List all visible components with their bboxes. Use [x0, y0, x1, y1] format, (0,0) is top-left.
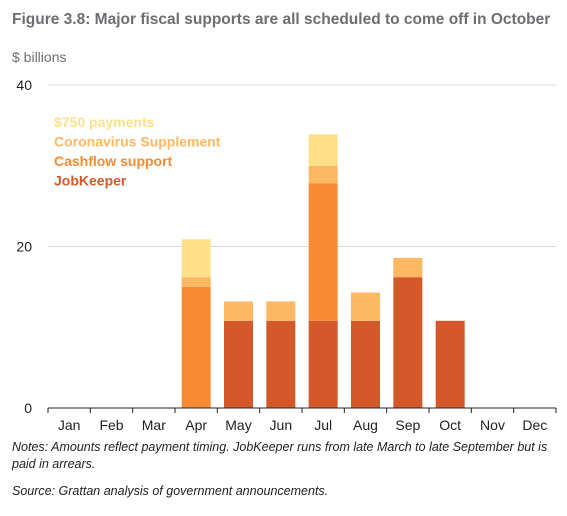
y-tick-label: 20 [16, 239, 32, 255]
x-tick-label: Mar [142, 417, 166, 433]
bar-segment [393, 257, 423, 278]
bar-segment [308, 320, 338, 408]
y-tick-label: 0 [24, 400, 32, 416]
bar-segment [308, 165, 338, 184]
legend-entry: Coronavirus Supplement [54, 134, 221, 150]
bar-segment [351, 320, 380, 408]
chart-source: Source: Grattan analysis of government a… [12, 484, 329, 498]
x-tick-label: Oct [439, 417, 461, 433]
x-tick-label: Sep [395, 417, 420, 433]
bar-segment [351, 292, 380, 321]
bar-segment [266, 301, 296, 321]
x-tick-label: Dec [522, 417, 547, 433]
chart-title: Figure 3.8: Major fiscal supports are al… [12, 11, 551, 28]
x-tick-label: Feb [99, 417, 123, 433]
x-tick-label: Jul [314, 417, 332, 433]
x-tick-label: Apr [185, 417, 207, 433]
x-tick-label: Aug [353, 417, 378, 433]
x-tick-label: May [225, 417, 251, 433]
x-tick-label: Jun [270, 417, 293, 433]
x-tick-label: Nov [480, 417, 505, 433]
legend-entry: $750 payments [54, 114, 155, 130]
legend-entry: Cashflow support [54, 153, 173, 169]
bar-segment [266, 320, 296, 408]
stacked-bar-chart: 0 20 40 Jan Feb Mar Apr May Jun Jul Aug Sep Oct Nov De… [16, 77, 557, 433]
bar-segment [308, 134, 338, 166]
bar-segment [435, 320, 465, 408]
chart-subtitle: $ billions [12, 49, 67, 65]
bar-segment [308, 183, 338, 321]
bar-segment [181, 277, 211, 287]
bar-segment [224, 301, 253, 321]
chart-notes: Notes: Amounts reflect payment timing. J… [12, 440, 548, 471]
legend-entry: JobKeeper [54, 173, 127, 189]
x-tick-label: Jan [58, 417, 81, 433]
y-tick-label: 40 [16, 77, 32, 93]
bar-segment [181, 286, 211, 408]
bar-segment [181, 239, 211, 278]
bar-segment [393, 277, 423, 408]
bar-segment [224, 320, 253, 408]
